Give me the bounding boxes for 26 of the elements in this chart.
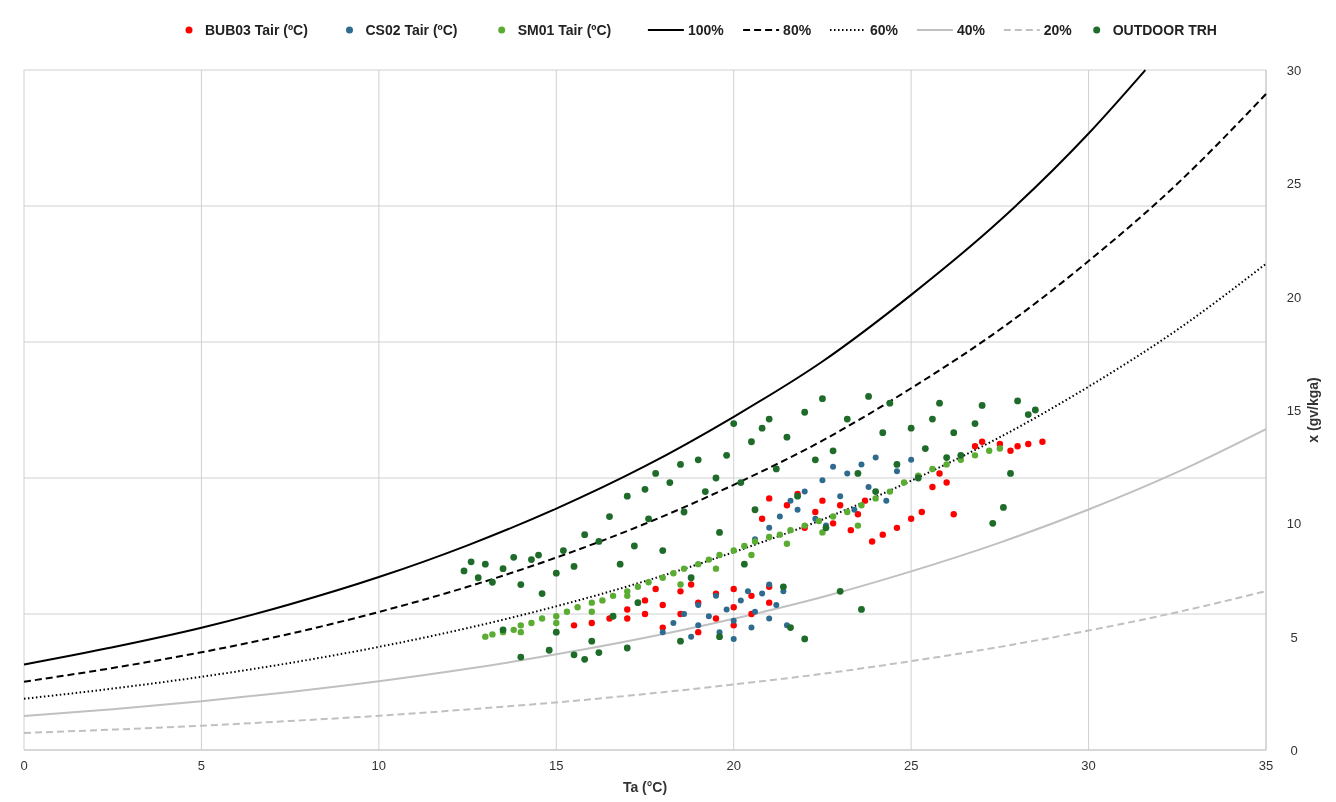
x-tick-label: 20 (726, 758, 741, 773)
legend-label: 20% (1043, 22, 1073, 38)
y-tick-label: 30 (1286, 63, 1302, 78)
legend-label: 80% (783, 22, 812, 38)
x-tick-label: 5 (197, 758, 206, 773)
y-tick-label: 0 (1290, 743, 1298, 758)
x-tick-label: 15 (549, 758, 564, 773)
x-axis-title: Ta (°C) (622, 779, 668, 795)
legend-label: 40% (956, 22, 986, 38)
x-tick-label: 35 (1258, 758, 1274, 773)
legend-label: 60% (870, 22, 899, 38)
y-tick-label: 20 (1286, 289, 1302, 305)
y-axis-title: x (gv/kga) (1305, 377, 1321, 443)
x-tick-label: 10 (371, 758, 387, 773)
legend-label: OUTDOOR TRH (1112, 22, 1217, 38)
y-tick-label: 10 (1286, 516, 1302, 532)
x-tick-label: 25 (903, 758, 919, 773)
y-tick-label: 25 (1286, 176, 1302, 192)
x-tick-label: 30 (1081, 758, 1096, 773)
x-tick-label: 0 (20, 758, 28, 773)
legend-label: 100% (687, 22, 725, 38)
y-tick-label: 15 (1286, 403, 1302, 418)
legend-label: BUB03 Tair (ºC) (205, 22, 308, 38)
legend-label: CS02 Tair (ºC) (365, 22, 458, 38)
legend-label: SM01 Tair (ºC) (517, 22, 612, 38)
y-tick-label: 5 (1290, 629, 1298, 645)
